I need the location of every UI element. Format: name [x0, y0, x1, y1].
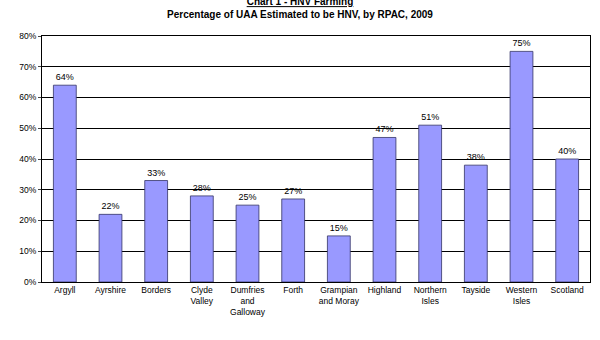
svg-text:Tayside: Tayside [461, 285, 490, 295]
svg-text:WesternIsles: WesternIsles [506, 285, 538, 306]
svg-text:Scotland: Scotland [551, 285, 584, 295]
svg-text:40%: 40% [19, 154, 36, 164]
svg-text:DumfriesandGalloway: DumfriesandGalloway [230, 285, 266, 317]
svg-text:64%: 64% [56, 72, 74, 82]
svg-text:38%: 38% [467, 152, 485, 162]
svg-text:15%: 15% [330, 223, 348, 233]
svg-text:51%: 51% [421, 112, 439, 122]
svg-text:28%: 28% [193, 183, 211, 193]
svg-text:40%: 40% [558, 146, 576, 156]
svg-text:Grampianand Moray: Grampianand Moray [319, 285, 360, 306]
svg-text:50%: 50% [19, 123, 36, 133]
svg-text:33%: 33% [147, 168, 165, 178]
svg-text:80%: 80% [19, 31, 36, 41]
svg-text:Chart 1 - HNV FarmingPercentag: Chart 1 - HNV FarmingPercentage of UAA E… [167, 0, 433, 20]
svg-text:10%: 10% [19, 246, 36, 256]
svg-text:25%: 25% [238, 192, 256, 202]
svg-text:ClydeValley: ClydeValley [191, 285, 214, 306]
svg-text:22%: 22% [101, 201, 119, 211]
svg-text:27%: 27% [284, 186, 302, 196]
svg-text:Forth: Forth [283, 285, 303, 295]
svg-text:0%: 0% [24, 277, 37, 287]
svg-text:60%: 60% [19, 92, 36, 102]
svg-text:Ayrshire: Ayrshire [95, 285, 126, 295]
svg-text:Argyll: Argyll [54, 285, 75, 295]
svg-text:75%: 75% [512, 38, 530, 48]
svg-text:70%: 70% [19, 62, 36, 72]
svg-text:NorthernIsles: NorthernIsles [414, 285, 447, 306]
svg-text:20%: 20% [19, 215, 36, 225]
svg-text:Borders: Borders [141, 285, 171, 295]
svg-text:30%: 30% [19, 185, 36, 195]
svg-text:Highland: Highland [368, 285, 402, 295]
svg-text:47%: 47% [375, 124, 393, 134]
